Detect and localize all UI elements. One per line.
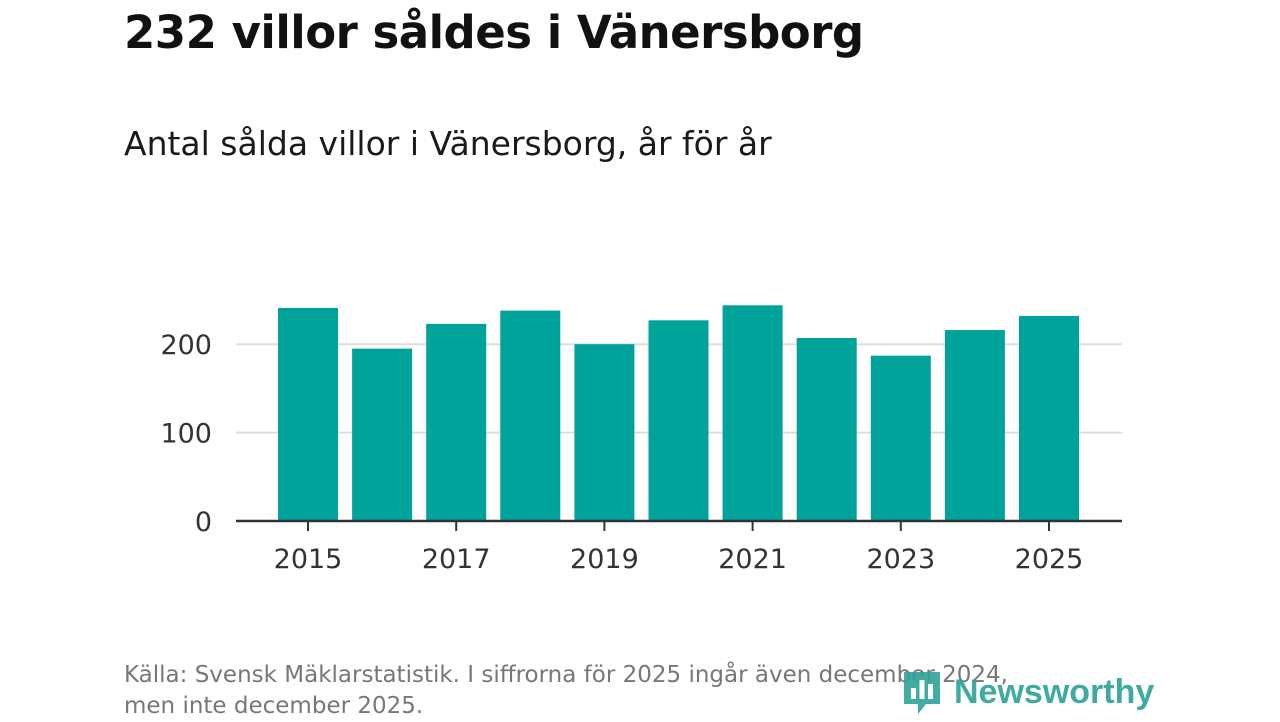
bar-2025 xyxy=(1019,315,1079,521)
bar-2018 xyxy=(500,310,561,521)
bar-2020 xyxy=(648,320,709,521)
bar-2017 xyxy=(426,323,487,521)
y-tick-label-200: 200 xyxy=(160,330,212,361)
source-note: Källa: Svensk Mäklarstatistik. I siffror… xyxy=(124,660,1104,722)
bar-2023 xyxy=(870,355,931,521)
bar-2022 xyxy=(796,338,857,521)
chart-headline: 232 villor såldes i Vänersborg xyxy=(124,6,864,59)
y-tick-label-0: 0 xyxy=(195,507,212,538)
x-tick-label-2025: 2025 xyxy=(1015,544,1084,575)
newsworthy-logo-icon xyxy=(904,672,940,714)
bar-2015 xyxy=(278,307,338,521)
x-tick-label-2019: 2019 xyxy=(570,544,639,575)
bar-2016 xyxy=(352,348,413,521)
logo-text: Newsworthy xyxy=(954,672,1155,711)
bar-2021 xyxy=(722,305,783,521)
chart-subtitle: Antal sålda villor i Vänersborg, år för … xyxy=(124,124,772,163)
x-tick-label-2021: 2021 xyxy=(718,544,787,575)
x-tick-label-2017: 2017 xyxy=(422,544,491,575)
y-tick-label-100: 100 xyxy=(160,419,212,450)
source-line-1: Källa: Svensk Mäklarstatistik. I siffror… xyxy=(124,662,1008,688)
x-tick-label-2015: 2015 xyxy=(274,544,343,575)
source-line-2: men inte december 2025. xyxy=(124,693,424,719)
bar-2019 xyxy=(574,344,635,521)
x-tick-label-2023: 2023 xyxy=(866,544,935,575)
newsworthy-logo: Newsworthy xyxy=(900,668,1154,716)
bar-2024 xyxy=(944,330,1005,521)
